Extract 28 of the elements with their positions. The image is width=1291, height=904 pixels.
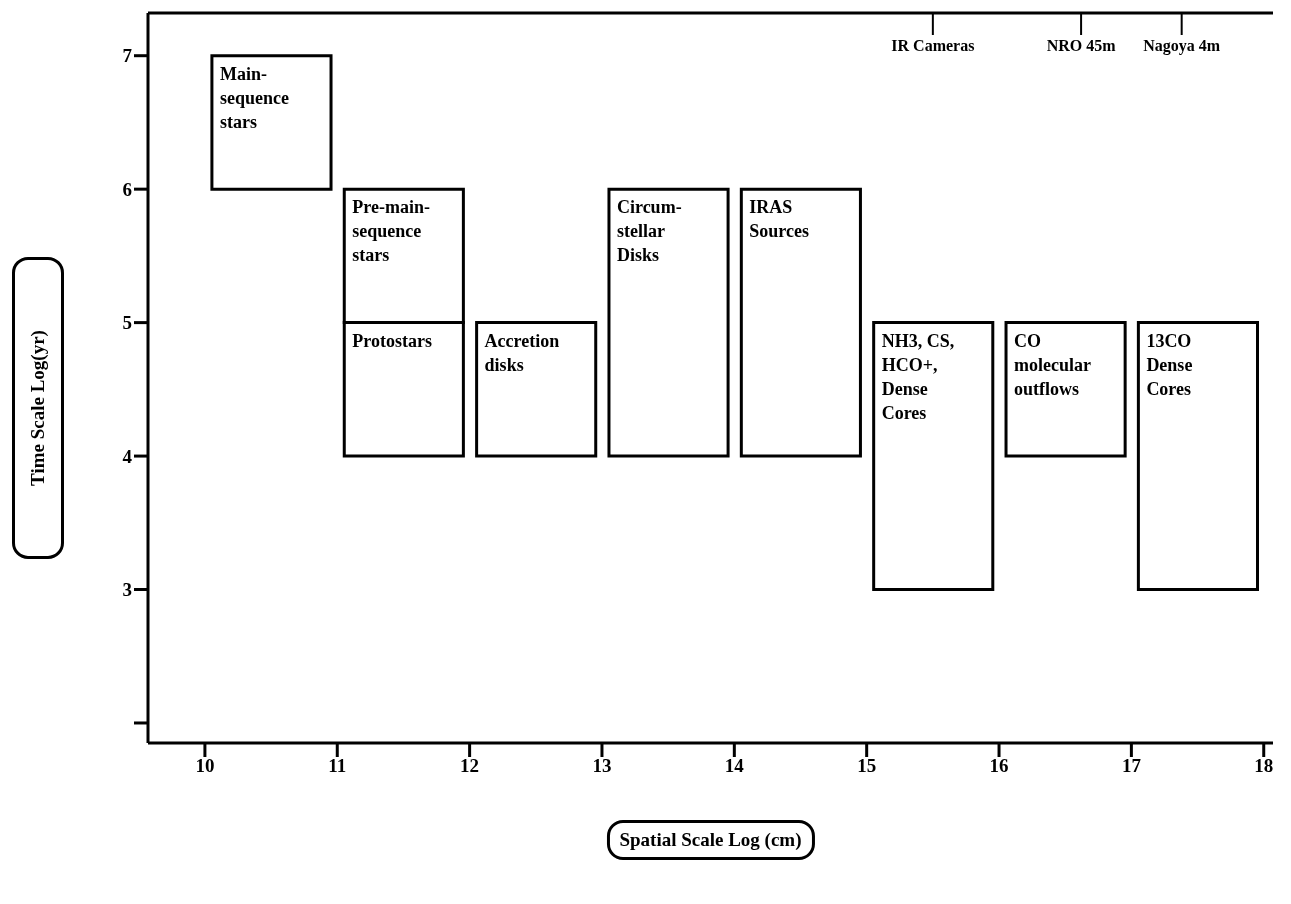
x-tick-label: 12 — [460, 755, 480, 777]
series-label: 13CO Dense Cores — [1146, 330, 1193, 399]
x-tick-label: 14 — [724, 755, 745, 777]
series-label: Circum-stellar Disks — [616, 197, 682, 266]
x-tick-label: 11 — [328, 755, 347, 777]
series-label: CO molecular outflows — [1014, 330, 1092, 399]
x-tick-label: 13 — [592, 755, 612, 777]
series-label: Pre-main-sequence stars — [352, 197, 430, 266]
y-tick-label: 6 — [122, 178, 132, 200]
x-tick-label: 17 — [1121, 755, 1142, 777]
ref-line-label: Nagoya 4m — [1143, 37, 1221, 55]
series-label: Accretion disks — [484, 330, 560, 375]
series-label: IRAS Sources — [749, 197, 809, 242]
y-tick-label: 3 — [122, 579, 132, 601]
y-tick-label: 4 — [122, 445, 133, 467]
ref-line-label: NRO 45m — [1046, 37, 1117, 54]
x-tick-label: 18 — [1254, 755, 1274, 777]
x-tick-label: 15 — [857, 755, 877, 777]
x-tick-label: 10 — [195, 755, 215, 777]
ref-line-label: IR Cameras — [891, 37, 975, 54]
series-label: Main-sequence stars — [219, 63, 289, 132]
series-label: NH3, CS, HCO+, Dense Cores — [881, 330, 955, 423]
y-axis-title: Time Scale Log(yr) — [12, 257, 64, 559]
y-tick-label: 7 — [122, 45, 133, 67]
series-label: Protostars — [352, 330, 432, 351]
x-tick-label: 16 — [989, 755, 1009, 777]
y-tick-label: 5 — [122, 312, 132, 334]
x-axis-title: Spatial Scale Log (cm) — [606, 820, 815, 860]
